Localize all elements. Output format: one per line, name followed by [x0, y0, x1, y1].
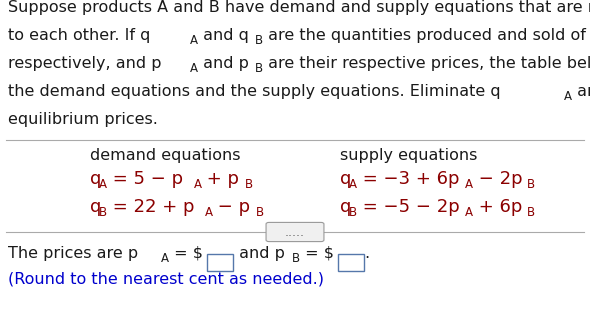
Text: q: q	[90, 198, 101, 216]
Text: = 22 + p: = 22 + p	[107, 198, 195, 216]
Text: are the quantities produced and sold of A and B,: are the quantities produced and sold of …	[263, 28, 590, 43]
Text: demand equations: demand equations	[90, 148, 241, 163]
Text: B: B	[255, 61, 264, 74]
Text: equilibrium prices.: equilibrium prices.	[8, 112, 158, 127]
Text: = −3 + 6p: = −3 + 6p	[357, 170, 460, 188]
Text: = −5 − 2p: = −5 − 2p	[357, 198, 460, 216]
Text: A: A	[349, 178, 357, 191]
Text: = $: = $	[169, 246, 203, 261]
Text: .: .	[364, 246, 369, 261]
Text: B: B	[292, 251, 300, 264]
Text: the demand equations and the supply equations. Eliminate q: the demand equations and the supply equa…	[8, 84, 501, 99]
Text: B: B	[527, 206, 535, 219]
Text: B: B	[527, 178, 535, 191]
Text: A: A	[99, 178, 107, 191]
Text: and q: and q	[572, 84, 590, 99]
Text: + p: + p	[201, 170, 240, 188]
Text: A: A	[466, 178, 473, 191]
Text: + 6p: + 6p	[473, 198, 523, 216]
Text: q: q	[340, 170, 352, 188]
Text: and q: and q	[198, 28, 249, 43]
Text: A: A	[161, 251, 169, 264]
Text: = 5 − p: = 5 − p	[107, 170, 183, 188]
Text: B: B	[255, 34, 264, 47]
Text: (Round to the nearest cent as needed.): (Round to the nearest cent as needed.)	[8, 272, 324, 287]
Text: .....: .....	[285, 225, 305, 238]
Text: B: B	[245, 178, 253, 191]
Text: q: q	[90, 170, 101, 188]
Text: and p: and p	[198, 56, 249, 71]
Text: B: B	[349, 206, 358, 219]
Text: B: B	[255, 206, 264, 219]
Text: respectively, and p: respectively, and p	[8, 56, 162, 71]
Text: Suppose products A and B have demand and supply equations that are related: Suppose products A and B have demand and…	[8, 0, 590, 15]
Text: are their respective prices, the table below shows: are their respective prices, the table b…	[263, 56, 590, 71]
Text: A: A	[466, 206, 473, 219]
Text: − p: − p	[212, 198, 250, 216]
Text: A: A	[564, 89, 572, 102]
Text: A: A	[194, 178, 202, 191]
Text: supply equations: supply equations	[340, 148, 477, 163]
Text: B: B	[99, 206, 107, 219]
Text: and p: and p	[234, 246, 286, 261]
Text: − 2p: − 2p	[473, 170, 523, 188]
Text: A: A	[190, 34, 198, 47]
Text: to each other. If q: to each other. If q	[8, 28, 150, 43]
Text: A: A	[205, 206, 212, 219]
Text: A: A	[190, 61, 198, 74]
Text: q: q	[340, 198, 352, 216]
Text: = $: = $	[300, 246, 334, 261]
Text: The prices are p: The prices are p	[8, 246, 138, 261]
